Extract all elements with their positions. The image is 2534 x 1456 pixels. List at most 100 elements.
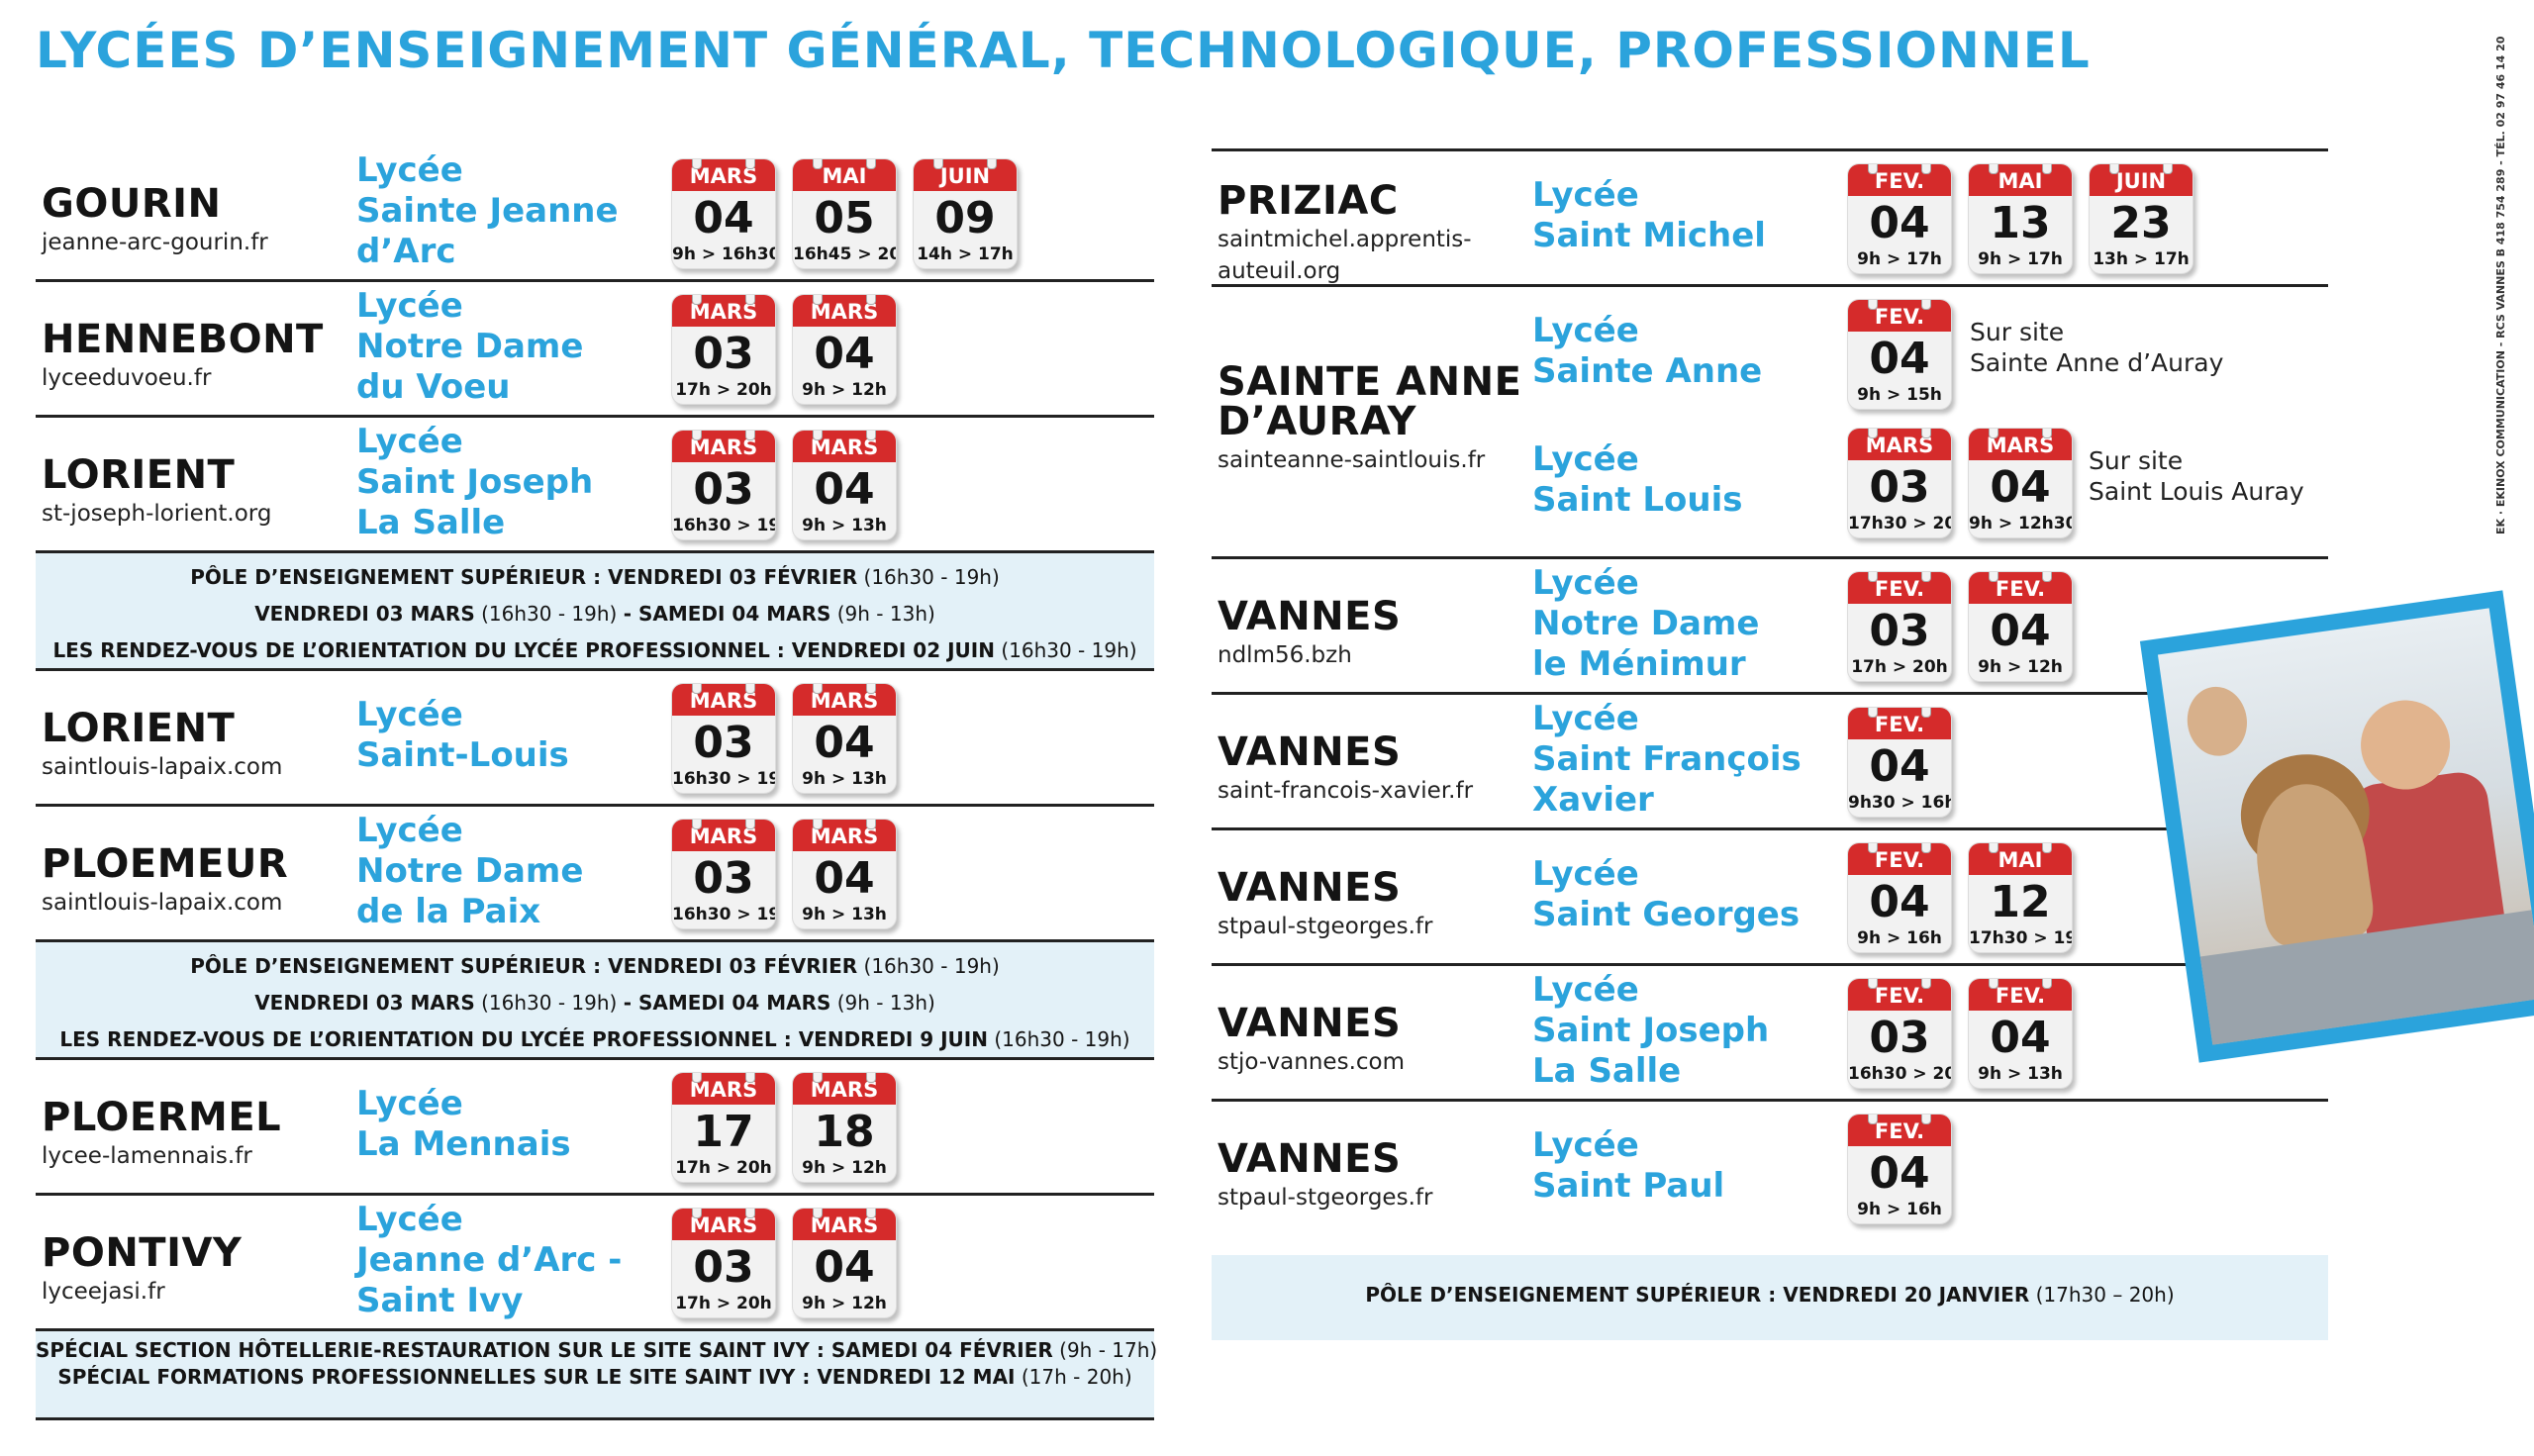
city-name: VANNES — [1218, 1136, 1402, 1182]
website: st-joseph-lorient.org — [42, 501, 272, 527]
school-name-line: Lycée — [356, 811, 463, 850]
info-event: PÔLE D’ENSEIGNEMENT SUPÉRIEUR : VENDREDI… — [190, 954, 858, 978]
school-name-line: Lycée — [356, 150, 463, 190]
school-name-line: Lycée — [356, 422, 463, 461]
info-line: PÔLE D’ENSEIGNEMENT SUPÉRIEUR : VENDREDI… — [36, 559, 1154, 596]
site-note-line: Sur site — [1970, 318, 2065, 346]
school-row: PONTIVY lyceejasi.fr Lycée Jeanne d’Arc - Sa… — [36, 1196, 1154, 1331]
calendar-icon: MARS 04 9h > 13h — [792, 683, 897, 794]
date-list: FEV. 03 17h > 20h FEV. 04 9h > 12h — [1847, 571, 2073, 682]
city-name: PONTIVY — [42, 1230, 243, 1276]
calendar-icon: JUIN 23 13h > 17h — [2089, 163, 2193, 274]
city-name: VANNES — [1218, 729, 1402, 775]
calendar-month: FEV. — [1848, 979, 1951, 1011]
website: stjo-vannes.com — [1218, 1049, 1405, 1075]
school-name-line: Lycée — [356, 695, 463, 734]
info-line: VENDREDI 03 MARS (16h30 - 19h) - SAMEDI … — [36, 985, 1154, 1021]
school-name-line: Saint Ivy — [356, 1281, 524, 1320]
calendar-month: MAI — [1969, 164, 2072, 196]
calendar-day: 04 — [1869, 877, 1930, 927]
city-block: PRIZIAC saintmichel.apprentis-auteuil.org — [1218, 181, 1472, 285]
calendar-month: MARS — [1969, 429, 2072, 460]
school-name: Lycée Saint François Xavier — [1532, 699, 1802, 821]
school-name: Lycée Saint Louis — [1532, 439, 1743, 521]
calendar-month: MARS — [793, 1073, 896, 1105]
school-name-line: Sainte Anne — [1532, 351, 1763, 391]
school-name-line: Lycée — [356, 1084, 463, 1123]
school-name-line: Xavier — [1532, 780, 1654, 820]
calendar-hours: 9h > 16h — [1857, 1200, 1942, 1219]
school-name-line: Saint Georges — [1532, 895, 1801, 934]
calendar-day: 03 — [693, 1242, 754, 1293]
school-name-line: Lycée — [1532, 699, 1639, 738]
school-name: Lycée Sainte Jeanne d’Arc — [356, 150, 619, 272]
info-hours: (17h30 – 20h) — [2035, 1283, 2175, 1307]
calendar-hours: 16h30 > 20h — [1848, 1064, 1951, 1084]
info-event: VENDREDI 03 MARS — [254, 991, 475, 1015]
info-banner: SPÉCIAL SECTION HÔTELLERIE-RESTAURATION … — [36, 1331, 1157, 1420]
school-row: VANNES stpaul-stgeorges.fr Lycée Saint Paul… — [1212, 1102, 2328, 1237]
calendar-month: MARS — [793, 1209, 896, 1240]
city-block: PLOERMEL lycee-lamennais.fr — [42, 1098, 281, 1169]
school-name-line: Lycée — [1532, 175, 1639, 215]
city-name: GOURIN — [42, 181, 222, 227]
city-name: VANNES — [1218, 1001, 1402, 1046]
info-line: LES RENDEZ-VOUS DE L’ORIENTATION DU LYCÉ… — [36, 1021, 1154, 1058]
city-name: VANNES — [1218, 594, 1402, 639]
website: saintlouis-lapaix.com — [42, 754, 283, 780]
school-row: VANNES stjo-vannes.com Lycée Saint Joseph La… — [1212, 966, 2328, 1102]
calendar-day: 04 — [1869, 334, 1930, 384]
calendar-day: 03 — [693, 329, 754, 379]
website: saintmichel.apprentis- — [1218, 227, 1472, 252]
city-block: VANNES ndlm56.bzh — [1218, 597, 1401, 668]
city-block: SAINTE ANNE D’AURAY sainteanne-saintlouis.… — [1218, 362, 1521, 473]
date-list: MARS 03 17h > 20h MARS 04 9h > 12h — [671, 1208, 897, 1318]
school-name-line: Saint Michel — [1532, 216, 1766, 255]
calendar-day: 04 — [1869, 198, 1930, 248]
calendar-month: FEV. — [1848, 164, 1951, 196]
info-line: SPÉCIAL SECTION HÔTELLERIE-RESTAURATION … — [36, 1337, 1157, 1364]
website: lyceejasi.fr — [42, 1279, 165, 1305]
school-row: GOURIN jeanne-arc-gourin.fr Lycée Sainte Je… — [36, 146, 1154, 282]
info-hours: (16h30 - 19h) — [481, 602, 618, 626]
city-name: PLOEMEUR — [42, 841, 289, 887]
calendar-day: 13 — [1990, 198, 2051, 248]
info-event: VENDREDI 03 MARS — [254, 602, 475, 626]
school-name-line: Saint Louis — [1532, 480, 1743, 520]
calendar-icon: FEV. 04 9h > 16h — [1847, 842, 1952, 953]
calendar-hours: 9h > 13h — [802, 905, 887, 924]
info-event: PÔLE D’ENSEIGNEMENT SUPÉRIEUR : VENDREDI… — [1365, 1283, 2030, 1307]
calendar-icon: MARS 03 17h > 20h — [671, 1208, 776, 1318]
calendar-icon: MAI 13 9h > 17h — [1968, 163, 2073, 274]
info-hours: (16h30 - 19h) — [863, 954, 1000, 978]
school-name: Lycée Saint Georges — [1532, 854, 1800, 935]
school-name-line: Lycée — [1532, 563, 1639, 603]
school-name-line: La Salle — [1532, 1051, 1682, 1091]
calendar-day: 23 — [2110, 198, 2172, 248]
site-note: Sur site Saint Louis Auray — [2089, 445, 2304, 507]
info-line: SPÉCIAL FORMATIONS PROFESSIONNELLES SUR … — [36, 1364, 1154, 1391]
info-line: LES RENDEZ-VOUS DE L’ORIENTATION DU LYCÉ… — [36, 632, 1154, 669]
calendar-icon: FEV. 04 9h > 16h — [1847, 1114, 1952, 1224]
school-name: Lycée Jeanne d’Arc - Saint Ivy — [356, 1200, 622, 1321]
info-event: SPÉCIAL FORMATIONS PROFESSIONNELLES SUR … — [57, 1365, 1016, 1389]
calendar-month: MARS — [672, 295, 775, 327]
calendar-icon: FEV. 04 9h > 12h — [1968, 571, 2073, 682]
calendar-hours: 9h > 12h — [802, 1158, 887, 1178]
calendar-month: FEV. — [1848, 300, 1951, 332]
calendar-hours: 9h > 17h — [1857, 249, 1942, 269]
calendar-day: 04 — [814, 718, 875, 768]
date-list: FEV. 04 9h > 17h MAI 13 9h > 17h JUIN 23 13h > 1… — [1847, 163, 2193, 274]
calendar-hours: 17h > 20h — [675, 380, 772, 400]
info-hours: (16h30 - 19h) — [994, 1027, 1130, 1051]
school-name-line: Notre Dame — [356, 851, 584, 891]
school-row: HENNEBONT lyceeduvoeu.fr Lycée Notre Dame du… — [36, 282, 1154, 418]
info-hours: (17h - 20h) — [1021, 1365, 1132, 1389]
calendar-icon: MARS 17 17h > 20h — [671, 1072, 776, 1183]
calendar-month: MARS — [793, 820, 896, 851]
school-name-line: Lycée — [1532, 854, 1639, 894]
calendar-icon: MARS 04 9h > 13h — [792, 819, 897, 929]
